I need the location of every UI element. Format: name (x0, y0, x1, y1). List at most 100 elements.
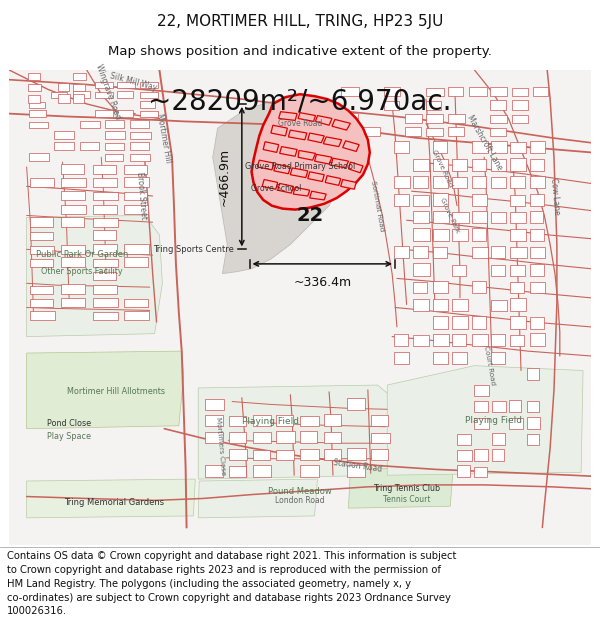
Bar (452, 299, 469, 311)
Bar (433, 211, 449, 223)
Bar (491, 212, 506, 223)
Bar (29, 153, 49, 161)
Bar (491, 159, 506, 171)
Text: Wingrave Road: Wingrave Road (94, 62, 122, 120)
Bar (229, 416, 246, 426)
Text: Playing Field: Playing Field (466, 416, 523, 426)
Bar (490, 87, 507, 96)
Text: Station Road: Station Road (333, 458, 383, 473)
Bar (413, 335, 429, 346)
Bar (394, 246, 409, 258)
Bar (58, 94, 70, 102)
Polygon shape (349, 468, 453, 508)
Bar (413, 195, 429, 206)
Bar (205, 399, 224, 409)
Polygon shape (332, 119, 350, 130)
Polygon shape (198, 385, 389, 479)
Text: Map shows position and indicative extent of the property.: Map shows position and indicative extent… (108, 46, 492, 59)
Bar (300, 465, 319, 477)
Bar (491, 334, 505, 346)
Bar (491, 246, 505, 258)
Bar (28, 84, 41, 91)
Text: Mortimer Hill: Mortimer Hill (155, 112, 173, 163)
Bar (405, 127, 421, 136)
Text: Grove School: Grove School (251, 184, 301, 192)
Bar (413, 282, 427, 294)
Bar (490, 100, 506, 109)
Bar (93, 244, 116, 254)
Bar (61, 191, 85, 201)
Bar (55, 141, 74, 150)
Text: 22, MORTIMER HILL, TRING, HP23 5JU: 22, MORTIMER HILL, TRING, HP23 5JU (157, 14, 443, 29)
Bar (452, 212, 469, 223)
Polygon shape (271, 125, 287, 136)
Bar (105, 131, 125, 139)
Bar (61, 246, 85, 254)
Text: Marshcroft Lane: Marshcroft Lane (465, 114, 503, 172)
Bar (530, 194, 544, 206)
Bar (433, 248, 447, 258)
Bar (30, 231, 53, 241)
Bar (28, 94, 40, 102)
Text: Cow Lane: Cow Lane (549, 177, 561, 215)
Bar (323, 432, 341, 443)
Bar (457, 451, 472, 461)
Polygon shape (263, 142, 278, 152)
Bar (474, 449, 488, 461)
Bar (530, 248, 545, 258)
Bar (492, 433, 505, 445)
Bar (73, 94, 85, 102)
Bar (130, 120, 149, 128)
Bar (140, 82, 158, 88)
Text: Grove Park: Grove Park (440, 197, 461, 234)
Bar (341, 87, 359, 96)
Bar (530, 333, 545, 346)
Bar (491, 264, 505, 276)
Bar (452, 229, 468, 241)
Bar (55, 131, 74, 139)
Bar (347, 465, 365, 477)
Polygon shape (310, 191, 326, 200)
Bar (58, 84, 69, 91)
Bar (433, 229, 449, 241)
Bar (530, 211, 544, 223)
Bar (394, 352, 409, 364)
Bar (511, 316, 526, 329)
Text: Pond Close: Pond Close (47, 419, 91, 428)
Bar (371, 449, 388, 460)
Bar (530, 159, 544, 171)
Bar (30, 217, 53, 227)
Bar (511, 176, 525, 188)
Bar (452, 177, 467, 188)
Polygon shape (387, 366, 583, 475)
Bar (277, 431, 295, 443)
Bar (118, 82, 136, 88)
Bar (452, 334, 466, 346)
Bar (28, 73, 40, 80)
Polygon shape (289, 130, 307, 140)
Text: to Crown copyright and database rights 2023 and is reproduced with the permissio: to Crown copyright and database rights 2… (7, 565, 441, 575)
Bar (253, 465, 271, 477)
Bar (413, 176, 428, 188)
Bar (511, 264, 526, 276)
Bar (93, 218, 118, 227)
Polygon shape (325, 176, 341, 186)
Bar (413, 211, 428, 223)
Bar (433, 334, 449, 346)
Bar (394, 176, 410, 188)
Bar (30, 286, 53, 294)
Bar (527, 417, 540, 429)
Bar (29, 121, 47, 128)
Bar (93, 231, 116, 241)
Bar (383, 87, 400, 96)
Bar (491, 141, 507, 153)
Bar (140, 111, 158, 118)
Text: London Road: London Road (275, 496, 325, 505)
Text: Play Space: Play Space (47, 432, 91, 441)
Bar (511, 213, 526, 223)
Text: Mortimers Close: Mortimers Close (215, 417, 226, 476)
Bar (413, 229, 430, 241)
Bar (433, 159, 448, 171)
Bar (530, 282, 545, 294)
Polygon shape (316, 116, 332, 125)
